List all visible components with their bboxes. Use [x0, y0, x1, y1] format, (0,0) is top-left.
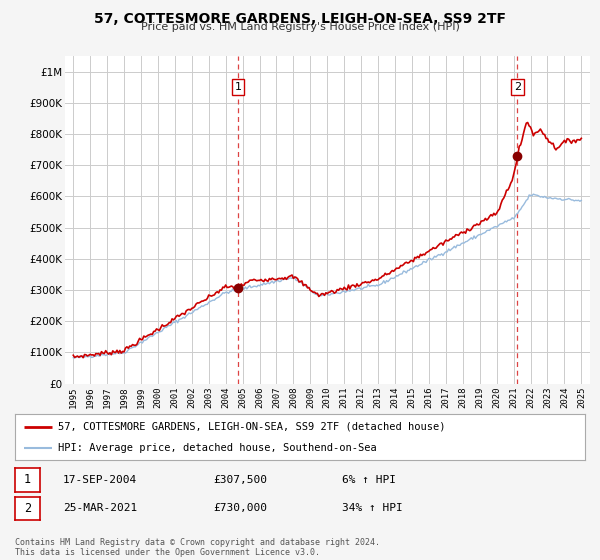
Text: £307,500: £307,500 — [213, 475, 267, 485]
Text: 1: 1 — [24, 473, 31, 487]
Text: 17-SEP-2004: 17-SEP-2004 — [63, 475, 137, 485]
Text: 57, COTTESMORE GARDENS, LEIGH-ON-SEA, SS9 2TF: 57, COTTESMORE GARDENS, LEIGH-ON-SEA, SS… — [94, 12, 506, 26]
Text: 34% ↑ HPI: 34% ↑ HPI — [342, 503, 403, 514]
Text: £730,000: £730,000 — [213, 503, 267, 514]
Text: 2: 2 — [24, 502, 31, 515]
Text: 25-MAR-2021: 25-MAR-2021 — [63, 503, 137, 514]
Text: HPI: Average price, detached house, Southend-on-Sea: HPI: Average price, detached house, Sout… — [58, 443, 377, 453]
Text: 57, COTTESMORE GARDENS, LEIGH-ON-SEA, SS9 2TF (detached house): 57, COTTESMORE GARDENS, LEIGH-ON-SEA, SS… — [58, 422, 445, 432]
Text: 1: 1 — [235, 82, 241, 92]
Text: 6% ↑ HPI: 6% ↑ HPI — [342, 475, 396, 485]
Text: Contains HM Land Registry data © Crown copyright and database right 2024.
This d: Contains HM Land Registry data © Crown c… — [15, 538, 380, 557]
Text: 2: 2 — [514, 82, 521, 92]
Text: Price paid vs. HM Land Registry's House Price Index (HPI): Price paid vs. HM Land Registry's House … — [140, 22, 460, 32]
